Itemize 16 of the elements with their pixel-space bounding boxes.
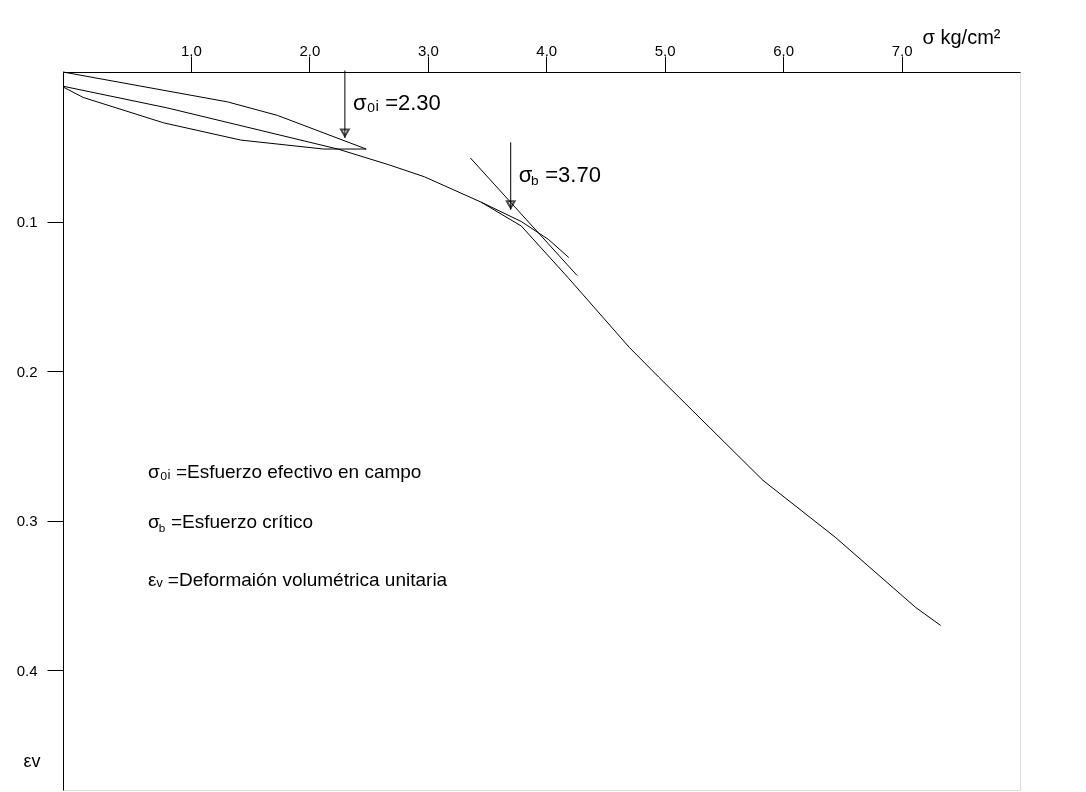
annotation: εᵥ =Deformaión volumétrica unitaria (148, 569, 448, 590)
y-tick-label: 0.3 (16, 512, 38, 530)
y-tick-label: 0.4 (16, 661, 38, 679)
x-tick-label: 6.0 (773, 41, 795, 59)
x-tick-label: 2.0 (299, 41, 321, 59)
x-tick-label: 4.0 (536, 41, 558, 59)
y-tick-label: 0.2 (16, 362, 38, 380)
annotation: σ₀ᵢ =Esfuerzo efectivo en campo (148, 461, 422, 482)
annotation: σ₀ᵢ =2.30 (352, 89, 441, 115)
x-tick-label: 7.0 (891, 41, 913, 59)
x-axis-title: σ kg/cm² (922, 25, 1001, 48)
x-tick-label: 3.0 (417, 41, 439, 59)
x-tick-label: 1.0 (180, 41, 202, 59)
y-tick-label: 0.1 (16, 213, 38, 231)
y-axis-title: εv (23, 750, 41, 771)
x-tick-label: 5.0 (654, 41, 676, 59)
